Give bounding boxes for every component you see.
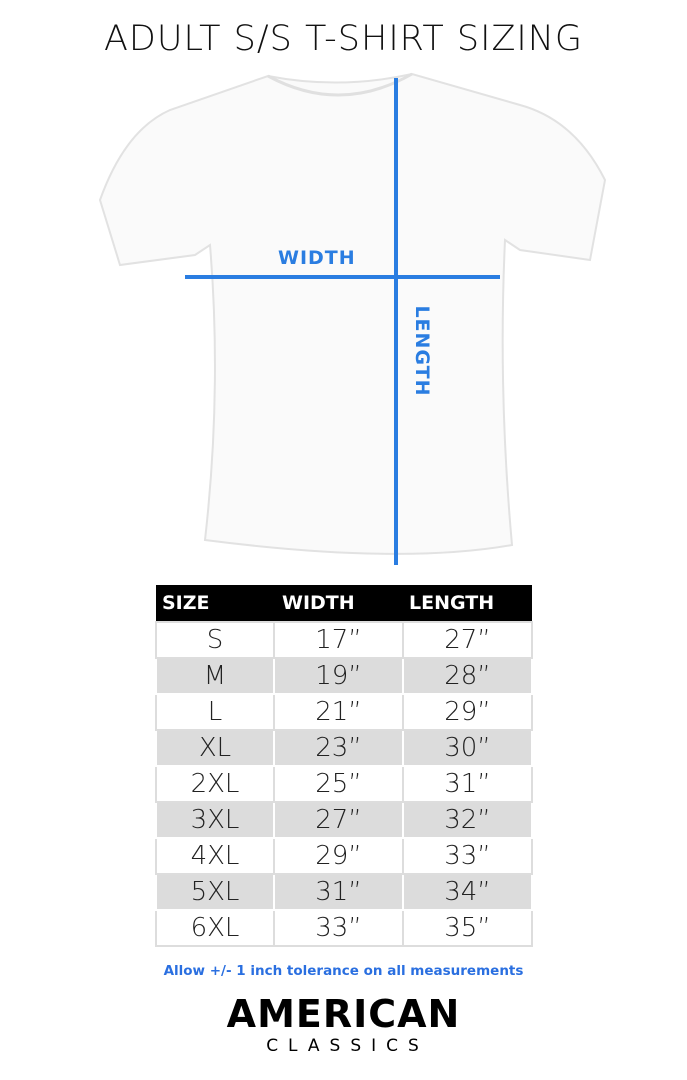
width-cell: 23” (273, 729, 404, 767)
width-cell: 21” (273, 693, 404, 731)
width-cell: 19” (273, 657, 404, 695)
width-cell: 25” (273, 765, 404, 803)
length-cell: 30” (402, 729, 533, 767)
page-title: ADULT S/S T-SHIRT SIZING (103, 19, 584, 59)
table-row: S 17” 27” (155, 621, 533, 659)
size-cell: XL (155, 729, 275, 767)
header-size: SIZE (156, 585, 274, 622)
width-cell: 31” (273, 873, 404, 911)
header-length: LENGTH (403, 585, 532, 622)
length-cell: 27” (402, 621, 533, 659)
length-label: LENGTH (411, 305, 433, 397)
table-row: 2XL 25” 31” (155, 765, 533, 803)
size-chart-table: SIZE WIDTH LENGTH S 17” 27” M 19” 28” L 21” 29” X… (155, 585, 533, 947)
length-cell: 35” (402, 909, 533, 947)
length-cell: 34” (402, 873, 533, 911)
size-cell: 2XL (155, 765, 275, 803)
table-row: L 21” 29” (155, 693, 533, 731)
length-cell: 29” (402, 693, 533, 731)
header-width: WIDTH (274, 585, 403, 622)
size-cell: 6XL (155, 909, 275, 947)
table-header: SIZE WIDTH LENGTH (156, 585, 532, 622)
table-row: 5XL 31” 34” (155, 873, 533, 911)
size-cell: 4XL (155, 837, 275, 875)
width-cell: 17” (273, 621, 404, 659)
brand-logo-sub: CLASSICS (266, 1036, 429, 1056)
width-cell: 29” (273, 837, 404, 875)
size-cell: M (155, 657, 275, 695)
brand-logo: AMERICAN (226, 992, 461, 1036)
table-row: XL 23” 30” (155, 729, 533, 767)
table-row: 3XL 27” 32” (155, 801, 533, 839)
length-cell: 31” (402, 765, 533, 803)
table-row: 4XL 29” 33” (155, 837, 533, 875)
tshirt-shape (98, 72, 607, 555)
length-cell: 28” (402, 657, 533, 695)
tolerance-note: Allow +/- 1 inch tolerance on all measur… (163, 963, 524, 979)
size-cell: S (155, 621, 275, 659)
length-cell: 33” (402, 837, 533, 875)
size-cell: L (155, 693, 275, 731)
width-label: WIDTH (278, 247, 356, 269)
tshirt-diagram (98, 72, 607, 565)
size-cell: 5XL (155, 873, 275, 911)
length-cell: 32” (402, 801, 533, 839)
size-cell: 3XL (155, 801, 275, 839)
width-cell: 27” (273, 801, 404, 839)
table-row: 6XL 33” 35” (155, 909, 533, 947)
table-row: M 19” 28” (155, 657, 533, 695)
width-cell: 33” (273, 909, 404, 947)
